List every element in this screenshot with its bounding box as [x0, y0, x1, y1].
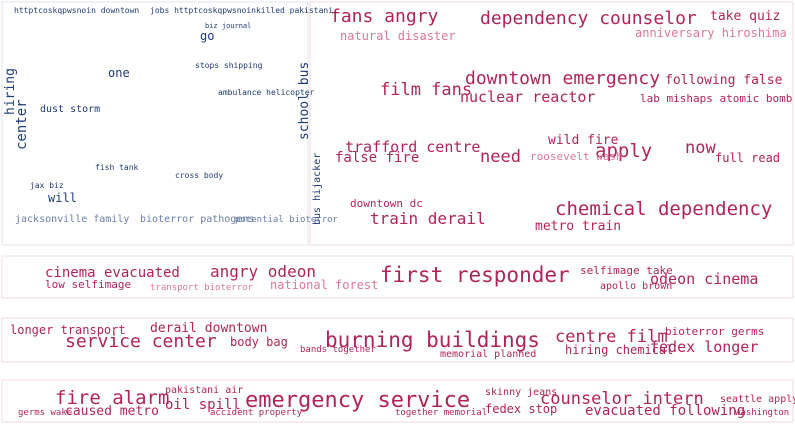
cloud-word: washington dc: [735, 408, 795, 418]
cloud-word: centre film: [555, 327, 668, 347]
cloud-word: first responder: [380, 263, 570, 287]
cloud-frame: [1, 255, 794, 299]
cloud-word: wild fire: [548, 133, 619, 148]
cloud-word: fire alarm: [55, 387, 169, 409]
cloud-word: nuclear reactor: [460, 88, 595, 106]
cloud-word: film fans: [380, 80, 472, 100]
cloud-word: fedex longer: [650, 338, 758, 356]
cloud-word: center: [14, 99, 30, 150]
cloud-word: will: [48, 191, 77, 205]
cloud-word: httptcoskqpwsnoin downtown: [14, 6, 139, 15]
cloud-word: cinema evacuated: [45, 265, 180, 281]
cloud-frame: [1, 317, 794, 363]
cloud-word: following false: [665, 73, 783, 88]
cloud-word: national forest: [270, 278, 378, 292]
cloud-word: fans angry: [330, 6, 439, 27]
cloud-word: accident property: [210, 408, 303, 418]
cloud-word: trafford centre: [345, 138, 480, 156]
cloud-word: skinny jeans: [485, 387, 557, 398]
cloud-word: selfimage take: [580, 264, 673, 277]
cloud-word: longer transport: [10, 323, 126, 337]
cloud-word: take quiz: [710, 9, 780, 24]
cloud-word: apollo brown: [600, 281, 672, 292]
cloud-word: service center: [65, 331, 217, 352]
cloud-word: pakistani air: [165, 385, 243, 396]
cloud-word: one: [108, 66, 130, 80]
cloud-word: train derail: [370, 209, 486, 228]
cloud-word: derail downtown: [150, 321, 267, 336]
cloud-word: roosevelt wash: [530, 150, 623, 163]
cloud-word: memorial planned: [440, 349, 536, 360]
cloud-word: jobs httptcoskqpwsnoinkilled pakistani: [150, 6, 333, 15]
cloud-word: odeon cinema: [650, 270, 758, 288]
cloud-word: bus hijacker: [312, 153, 323, 225]
cloud-word: lab mishaps atomic bomb: [640, 92, 792, 105]
cloud-word: angry odeon: [210, 262, 316, 281]
cloud-word: caused metro: [65, 404, 159, 419]
cloud-word: apply: [595, 140, 652, 162]
cloud-word: cross body: [175, 171, 223, 180]
cloud-word: downtown dc: [350, 197, 423, 210]
cloud-word: ambulance helicopter: [218, 88, 315, 97]
cloud-word: bands together: [300, 345, 376, 355]
cloud-word: together memorial: [395, 408, 487, 418]
cloud-word: go: [200, 29, 214, 43]
cloud-word: stops shipping: [195, 61, 263, 70]
cloud-word: now: [685, 138, 716, 158]
cloud-word: downtown emergency: [465, 68, 660, 89]
cloud-word: false fire: [335, 150, 419, 166]
cloud-word: jacksonville family: [15, 214, 129, 225]
cloud-word: germs wake: [18, 408, 72, 418]
cloud-word: counselor intern: [540, 389, 704, 409]
cloud-word: full read: [715, 151, 780, 165]
cloud-frame: [309, 1, 794, 246]
cloud-word: evacuated following: [585, 403, 745, 419]
cloud-word: dust storm: [40, 104, 100, 115]
cloud-word: low selfimage: [45, 278, 131, 291]
cloud-word: bioterror germs: [665, 325, 764, 338]
cloud-frame: [1, 379, 794, 423]
cloud-word: natural disaster: [340, 29, 456, 43]
cloud-word: dependency counselor: [480, 8, 697, 29]
cloud-word: emergency service: [245, 388, 470, 413]
cloud-word: burning buildings: [325, 328, 540, 352]
cloud-word: potential bioterror: [235, 215, 339, 225]
cloud-word: oil spill: [165, 397, 241, 413]
cloud-word: seattle apply: [720, 394, 795, 405]
cloud-word: anniversary hiroshima: [635, 26, 787, 40]
cloud-word: chemical dependency: [555, 198, 772, 220]
cloud-word: need: [480, 147, 521, 167]
cloud-word: fish tank: [95, 163, 139, 172]
cloud-word: biz journal: [205, 22, 251, 30]
cloud-word: hiring chemical: [565, 343, 673, 357]
cloud-word: hiring: [3, 68, 18, 115]
cloud-word: transport bioterror: [150, 283, 254, 293]
cloud-frame: [1, 1, 309, 246]
cloud-word: school bus: [297, 62, 312, 140]
cloud-word: bioterror pathogens: [140, 214, 254, 225]
cloud-word: jax biz: [30, 181, 64, 190]
cloud-word: fedex stop: [485, 402, 557, 416]
cloud-word: metro train: [535, 219, 621, 234]
cloud-word: body bag: [230, 335, 288, 349]
